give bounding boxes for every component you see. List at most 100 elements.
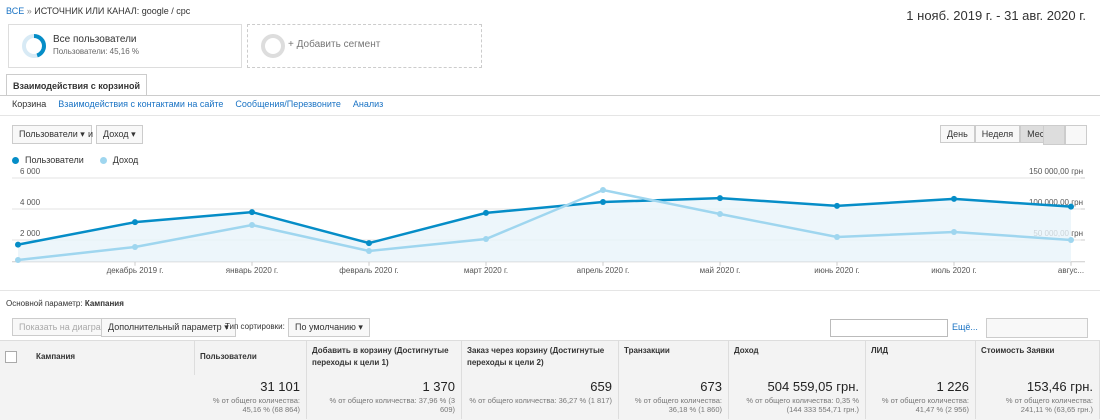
subnav-link[interactable]: Сообщения/Перезвоните — [235, 99, 341, 109]
line — [17, 188, 1072, 262]
column-header[interactable]: Добавить в корзину (Достигнутые переходы… — [307, 340, 462, 375]
total-cell: 1 226 % от общего количества: 41,47 % (2 … — [866, 375, 976, 419]
point — [717, 195, 723, 202]
point — [1068, 237, 1074, 243]
total-share: % от общего количества: 36,27 % (1 817) — [469, 396, 612, 405]
label: Дополнительный параметр — [108, 322, 222, 332]
metric-select[interactable]: Пользователи ▾ — [12, 125, 92, 144]
total-value: 504 559,05 грн. — [767, 379, 859, 394]
x-tick-label: июнь 2020 г. — [814, 266, 859, 275]
total-value: 1 226 — [936, 379, 969, 394]
add-segment[interactable]: + Добавить сегмент — [247, 24, 482, 68]
metric-select[interactable]: Доход ▾ — [96, 125, 143, 144]
joiner: и — [88, 129, 94, 139]
total-cell: 673 % от общего количества: 36,18 % (1 86… — [619, 375, 729, 419]
point — [15, 241, 21, 248]
period-btn[interactable]: Неделя — [974, 125, 1021, 143]
subnav-link[interactable]: Взаимодействия с контактами на сайте — [58, 99, 224, 109]
segment-card[interactable]: Все пользователи Пользователи: 45,16 % — [8, 24, 242, 68]
label: Основной параметр: — [6, 299, 83, 308]
point — [249, 221, 255, 228]
chart-type[interactable] — [1065, 125, 1087, 145]
search[interactable] — [830, 319, 948, 337]
total-share: % от общего количества: 0,35 % (144 333 … — [746, 396, 859, 414]
line — [17, 196, 1072, 246]
value: Кампания — [84, 299, 124, 308]
point — [483, 236, 489, 243]
total-share: % от общего количества: 36,18 % (1 860) — [634, 396, 722, 414]
point — [951, 229, 957, 236]
sort-label: Тип сортировки: — [225, 322, 285, 331]
total-cell: 31 101 % от общего количества: 45,16 % (6… — [195, 375, 307, 419]
date-range[interactable]: 1 нояб. 2019 г. - 31 авг. 2020 г. — [906, 8, 1086, 23]
segment-icon — [22, 34, 46, 58]
x-tick-label: февраль 2020 г. — [339, 266, 398, 275]
point — [483, 209, 489, 216]
header-text: Доход — [734, 346, 759, 355]
add-text: + Добавить сегмент — [288, 39, 381, 50]
point — [1068, 203, 1074, 210]
tab-rule — [0, 95, 1100, 96]
point — [15, 257, 21, 264]
column-header[interactable]: Транзакции — [619, 340, 729, 375]
header-text: Заказ через корзину (Достигнутые переход… — [467, 346, 605, 367]
column-header[interactable]: Пользователи — [195, 340, 307, 375]
total-share: % от общего количества: 41,47 % (2 956) — [881, 396, 969, 414]
breadcrumb: ВСЕ » ИСТОЧНИК ИЛИ КАНАЛ: google / cpc — [6, 6, 190, 16]
total-value: 673 — [700, 379, 722, 394]
header-text: Добавить в корзину (Достигнутые переходы… — [312, 346, 449, 367]
x-tick-label: декабрь 2019 г. — [107, 266, 164, 275]
point — [132, 244, 138, 251]
point — [951, 195, 957, 202]
total-value: 659 — [590, 379, 612, 394]
y-tick-label: 4 000 — [20, 198, 41, 207]
view-switch[interactable] — [986, 318, 1088, 338]
point — [366, 247, 372, 254]
add-icon — [261, 34, 285, 58]
point — [600, 199, 606, 206]
header-text: Транзакции — [624, 346, 670, 355]
checkbox[interactable] — [5, 351, 17, 363]
tab[interactable]: Взаимодействия с корзиной — [6, 74, 148, 96]
column-header[interactable]: Стоимость Заявки — [976, 340, 1100, 375]
y-tick-label: 2 000 — [20, 229, 41, 238]
show-chart[interactable]: Показать на диаграмме — [12, 318, 126, 336]
x-tick-label: январь 2020 г. — [226, 266, 278, 275]
secondary[interactable]: Дополнительный параметр ▾ — [101, 318, 236, 337]
subnav-link[interactable]: Корзина — [12, 99, 47, 109]
segment-sub: Пользователи: 45,16 % — [53, 47, 140, 56]
column-header[interactable]: Заказ через корзину (Достигнутые переход… — [462, 340, 619, 375]
legend: Пользователи Доход — [12, 155, 138, 165]
period-btn[interactable]: День — [940, 125, 975, 143]
chart-type[interactable] — [1043, 125, 1065, 145]
subnav-link[interactable]: Анализ — [352, 99, 384, 109]
more[interactable]: Ещё... — [952, 322, 978, 332]
y2-tick-label: 100 000,00 грн — [1029, 198, 1083, 207]
point — [600, 187, 606, 194]
column-header[interactable]: Кампания — [22, 340, 195, 375]
point — [366, 240, 372, 247]
column-header[interactable]: Доход — [729, 340, 866, 375]
total-value: 153,46 грн. — [1026, 379, 1093, 394]
x-tick-label: май 2020 г. — [700, 266, 741, 275]
area — [18, 198, 1071, 262]
total-value: 31 101 — [260, 379, 300, 394]
point — [834, 234, 840, 241]
column-header[interactable]: ЛИД — [866, 340, 976, 375]
header-text: Стоимость Заявки — [981, 346, 1055, 355]
sort[interactable]: По умолчанию ▾ — [288, 318, 370, 337]
crumb-sep: » — [26, 6, 32, 16]
label: По умолчанию — [295, 322, 356, 332]
legend-dot — [12, 156, 19, 164]
total-cell: 659 % от общего количества: 36,27 % (1 81… — [462, 375, 619, 419]
metric: Доход — [103, 129, 129, 139]
legend-item: Пользователи — [12, 155, 84, 165]
crumb[interactable]: ВСЕ — [6, 6, 25, 16]
rule — [0, 115, 1100, 116]
segment-name: Все пользователи — [53, 34, 137, 45]
total-share: % от общего количества: 241,11 % (63,65 … — [1005, 396, 1093, 414]
metric: Пользователи — [19, 129, 78, 139]
total-cell: 1 370 % от общего количества: 37,96 % (3 … — [307, 375, 462, 419]
